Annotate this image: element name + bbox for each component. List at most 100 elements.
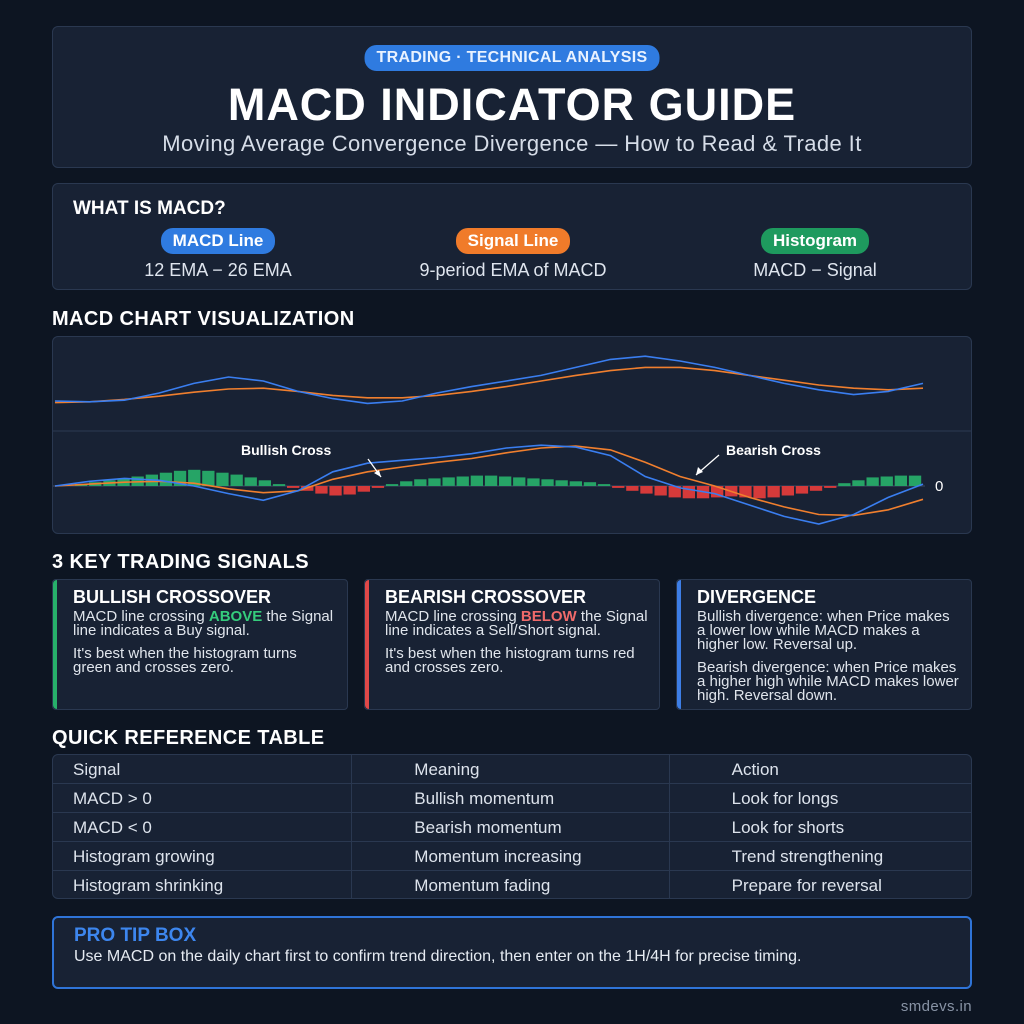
- histogram-bar: [470, 475, 483, 486]
- histogram-bar: [159, 472, 173, 486]
- header-signal: Signal: [53, 755, 353, 783]
- what-heading: WHAT IS MACD?: [73, 198, 226, 219]
- macd-chart-panel: Bullish Cross Bearish Cross 0: [52, 336, 972, 534]
- bullish-crossover-card: BULLISH CROSSOVER MACD line crossing ABO…: [52, 579, 348, 710]
- histogram-bar: [527, 478, 540, 486]
- histogram-bar: [287, 486, 300, 488]
- bearish-crossover-card: BEARISH CROSSOVER MACD line crossing BEL…: [364, 579, 660, 710]
- bearish-text-pre: MACD line crossing: [385, 608, 521, 625]
- bullish-card-note: It's best when the histogram turns green…: [73, 645, 297, 676]
- table-row: Histogram shrinking Momentum fading Prep…: [53, 871, 971, 898]
- histogram-bar: [244, 477, 257, 486]
- histogram-bar: [824, 486, 837, 488]
- table-header-row: Signal Meaning Action: [53, 755, 971, 784]
- histogram-bar: [640, 486, 653, 494]
- bearish-divergence-text: Bearish divergence: when Price makes a h…: [697, 659, 959, 704]
- price-signal-line: [54, 366, 924, 404]
- histogram-bar: [612, 486, 625, 488]
- table-cell: MACD < 0: [53, 813, 353, 841]
- pro-tip-title: PRO TIP BOX: [74, 925, 197, 946]
- histogram-bar: [499, 476, 512, 486]
- signal-line-desc: 9-period EMA of MACD: [419, 260, 607, 280]
- zero-axis-label: 0: [935, 478, 943, 495]
- table-row: Histogram growing Momentum increasing Tr…: [53, 842, 971, 871]
- table-cell: Bullish momentum: [352, 784, 670, 812]
- histogram-bar: [739, 486, 752, 498]
- bullish-cross-label: Bullish Cross: [241, 442, 331, 458]
- component-histogram: Histogram MACD − Signal: [685, 228, 945, 281]
- macd-line: [54, 444, 924, 525]
- signal-line-tag: Signal Line: [455, 228, 571, 254]
- bullish-card-text: MACD line crossing ABOVE the Signal line…: [73, 608, 337, 639]
- histogram-bar: [597, 484, 611, 486]
- macd-chart: Bullish Cross Bearish Cross 0: [53, 355, 971, 525]
- bullish-divergence-text: Bullish divergence: when Price makes a l…: [697, 608, 950, 653]
- page-title: MACD INDICATOR GUIDE: [227, 79, 797, 130]
- histogram-bar: [555, 480, 568, 486]
- histogram-bar: [456, 476, 469, 486]
- histogram-bar: [753, 486, 766, 499]
- what-is-macd-panel: WHAT IS MACD? MACD Line 12 EMA − 26 EMA …: [52, 183, 972, 290]
- bullish-card-title: BULLISH CROSSOVER: [73, 587, 272, 607]
- component-signal-line: Signal Line 9-period EMA of MACD: [383, 228, 643, 281]
- histogram-bar: [852, 480, 865, 486]
- bullish-text-pre: MACD line crossing: [73, 608, 209, 625]
- chart-section-title: MACD CHART VISUALIZATION: [52, 308, 355, 330]
- histogram-bar: [781, 486, 794, 496]
- histogram-bar: [400, 481, 413, 487]
- histogram-bar: [541, 479, 554, 486]
- bearish-text-post: the Signal line indicates a Sell/Short s…: [385, 608, 648, 639]
- histogram-bar: [880, 476, 893, 486]
- bearish-card-title: BEARISH CROSSOVER: [385, 587, 587, 607]
- histogram-desc: MACD − Signal: [753, 260, 877, 280]
- histogram-bar: [329, 486, 342, 496]
- price-macd-line: [54, 355, 924, 405]
- histogram-tag: Histogram: [760, 228, 870, 254]
- bearish-card-note: It's best when the histogram turns red a…: [385, 645, 635, 676]
- histogram-bar: [385, 484, 399, 486]
- histogram-bar: [216, 472, 229, 486]
- signal-line: [54, 445, 924, 517]
- header-panel: TRADING · TECHNICAL ANALYSIS MACD INDICA…: [52, 26, 972, 168]
- histogram-bar: [414, 479, 427, 486]
- histogram-bar: [583, 482, 597, 486]
- histogram-bar: [838, 483, 851, 487]
- table-section-title: QUICK REFERENCE TABLE: [52, 727, 325, 749]
- signals-section-title: 3 KEY TRADING SIGNALS: [52, 551, 309, 573]
- histogram-bar: [626, 486, 639, 491]
- histogram-bar: [668, 486, 681, 498]
- histogram-bar: [894, 475, 907, 486]
- histogram-bar: [711, 486, 724, 498]
- histogram-bar: [202, 470, 215, 486]
- footer-brand: smdevs.in: [900, 998, 972, 1015]
- histogram-bar: [767, 486, 780, 498]
- table-cell: Look for shorts: [731, 818, 845, 837]
- histogram-bar: [272, 484, 286, 486]
- table-cell: Histogram shrinking: [53, 871, 353, 898]
- bearish-cross-label: Bearish Cross: [726, 442, 821, 458]
- table-cell: Prepare for reversal: [731, 876, 882, 895]
- histogram-bar: [513, 477, 526, 486]
- header-action: Action: [731, 760, 779, 779]
- bullish-text-post: the Signal line indicates a Buy signal.: [73, 608, 334, 639]
- histogram-bar: [343, 486, 356, 495]
- histogram-bar: [809, 486, 823, 491]
- histogram-bar: [188, 469, 201, 486]
- table-cell: Histogram growing: [53, 842, 353, 870]
- page-subtitle: Moving Average Convergence Divergence — …: [162, 131, 862, 156]
- histogram-bar: [654, 486, 667, 496]
- header-meaning: Meaning: [352, 755, 670, 783]
- macd-line-desc: 12 EMA − 26 EMA: [144, 260, 292, 280]
- histogram-bar: [230, 474, 243, 486]
- table-row: MACD > 0 Bullish momentum Look for longs: [53, 784, 971, 813]
- bullish-arrow-head: [374, 470, 381, 477]
- reference-table: Signal Meaning Action MACD > 0 Bullish m…: [52, 754, 972, 899]
- pro-tip-box: PRO TIP BOX Use MACD on the daily chart …: [52, 916, 972, 989]
- pro-tip-body: Use MACD on the daily chart first to con…: [74, 948, 802, 965]
- above-highlight: ABOVE: [208, 608, 263, 625]
- histogram-bar: [315, 486, 328, 494]
- table-cell: MACD > 0: [53, 784, 353, 812]
- table-cell: Trend strengthening: [731, 847, 884, 866]
- histogram-bar: [908, 475, 922, 486]
- histogram-bar: [795, 486, 809, 494]
